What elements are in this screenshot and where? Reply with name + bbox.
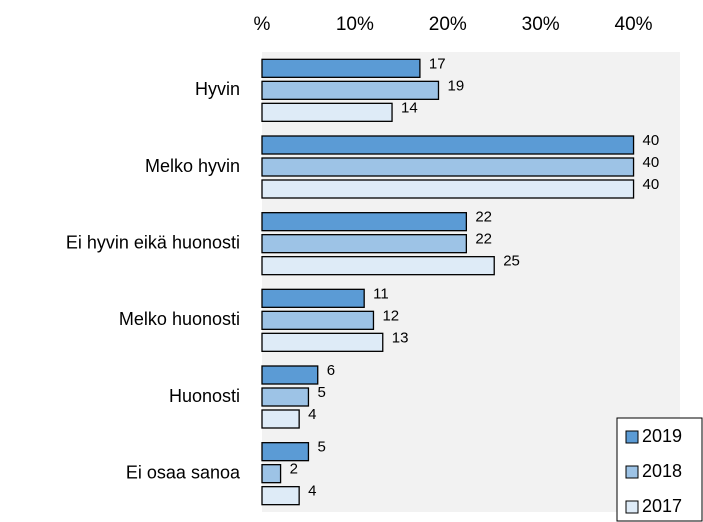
value-label: 5 [317, 439, 325, 456]
bar [261, 102, 393, 122]
bar [261, 365, 319, 385]
bar [261, 486, 300, 506]
bar [261, 310, 375, 330]
value-label: 19 [447, 77, 464, 94]
plot-area [262, 52, 680, 512]
bar [261, 179, 635, 199]
x-tick-label: 20% [429, 14, 467, 35]
value-label: 12 [382, 307, 399, 324]
category-label: Melko hyvin [145, 156, 240, 176]
bar [261, 409, 300, 429]
value-label: 5 [317, 384, 325, 401]
bar [261, 80, 440, 100]
value-label: 40 [643, 154, 660, 171]
bar [261, 58, 421, 78]
x-tick-label: % [254, 14, 271, 35]
bar [261, 442, 310, 462]
x-tick-label: 40% [615, 14, 653, 35]
legend-swatch [625, 430, 639, 444]
value-label: 17 [429, 55, 446, 72]
bar [261, 256, 495, 276]
value-label: 2 [290, 461, 298, 478]
value-label: 4 [308, 483, 316, 500]
value-label: 14 [401, 99, 418, 116]
bar [261, 135, 635, 155]
legend-swatch [625, 465, 639, 479]
legend-swatch [625, 500, 639, 514]
legend-label: 2019 [642, 426, 682, 446]
value-label: 40 [643, 176, 660, 193]
bar [261, 157, 635, 177]
value-label: 4 [308, 406, 316, 423]
value-label: 13 [392, 329, 409, 346]
bar [261, 464, 282, 484]
category-label: Hyvin [195, 79, 240, 99]
x-tick-label: 30% [522, 14, 560, 35]
bar [261, 234, 468, 254]
category-label: Melko huonosti [119, 309, 240, 329]
bar [261, 332, 384, 352]
value-label: 40 [643, 132, 660, 149]
legend-label: 2018 [642, 461, 682, 481]
bar [261, 212, 468, 232]
legend-label: 2017 [642, 496, 682, 516]
value-label: 25 [503, 253, 520, 270]
category-label: Ei hyvin eikä huonosti [66, 232, 240, 252]
bar [261, 387, 310, 407]
category-label: Ei osaa sanoa [126, 462, 241, 482]
category-label: Huonosti [169, 386, 240, 406]
value-label: 6 [327, 362, 335, 379]
bar [261, 288, 365, 308]
value-label: 11 [373, 285, 389, 302]
value-label: 22 [475, 231, 492, 248]
value-label: 22 [475, 209, 492, 226]
x-tick-label: 10% [336, 14, 374, 35]
